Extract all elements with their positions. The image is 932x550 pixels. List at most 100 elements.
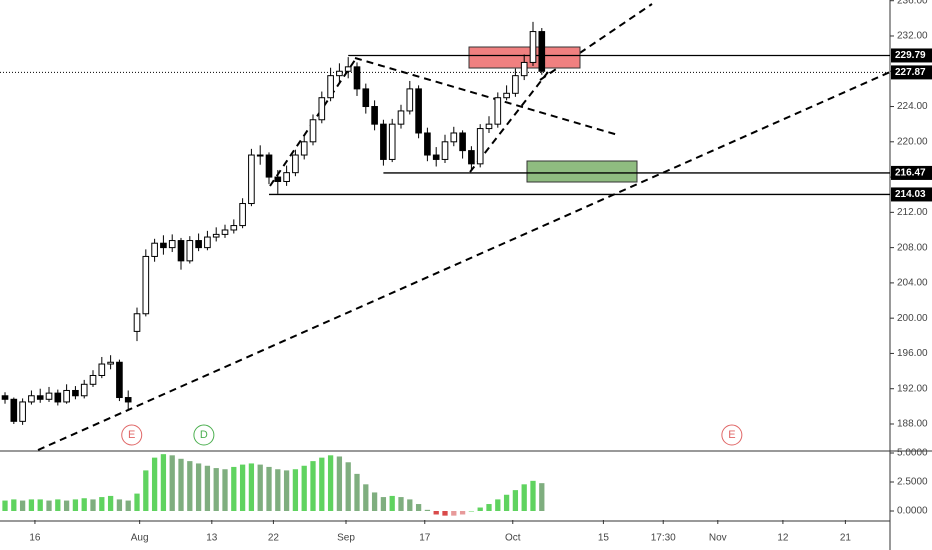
candle-body xyxy=(300,141,308,156)
candle-body xyxy=(177,240,185,262)
event-label: D xyxy=(200,429,208,441)
indicator-bar xyxy=(477,507,483,511)
candle-body xyxy=(98,363,106,376)
indicator-bar xyxy=(424,509,431,511)
indicator-bar xyxy=(28,499,35,511)
support-zone xyxy=(526,160,638,183)
indicator-bar xyxy=(380,497,387,511)
candle-body xyxy=(512,75,519,94)
candle-body xyxy=(265,154,273,178)
candle-body xyxy=(397,110,405,125)
candle-body xyxy=(204,236,211,249)
y-tick-label: 188.00 xyxy=(897,419,928,430)
candle-body xyxy=(168,240,176,249)
indicator-bar xyxy=(468,510,475,512)
indicator-bar xyxy=(389,495,395,511)
candle-body xyxy=(151,242,158,257)
indicator-bar xyxy=(169,455,175,511)
indicator-bar xyxy=(345,462,351,511)
candle-body xyxy=(19,401,26,422)
indicator-bar xyxy=(143,470,149,511)
candle-body xyxy=(494,97,502,125)
indicator-bar xyxy=(539,483,545,511)
indicator-bar xyxy=(116,499,123,511)
y2-tick-label: 5.0000 xyxy=(897,448,928,459)
indicator-bar xyxy=(266,466,272,511)
level-label: 227.87 xyxy=(895,67,926,78)
y-tick-label: 192.00 xyxy=(897,383,928,394)
candle-body xyxy=(344,66,352,72)
candle-body xyxy=(1,395,9,400)
candle-body xyxy=(54,392,62,403)
candle-body xyxy=(380,123,387,160)
level-tag xyxy=(891,65,932,80)
y2-tick-label: 2.5000 xyxy=(897,477,928,488)
x-tick-label: Nov xyxy=(709,533,727,544)
candle-body xyxy=(371,106,378,125)
indicator-bar xyxy=(415,504,422,511)
y-tick-label: 208.00 xyxy=(897,242,928,253)
indicator-bar xyxy=(2,500,8,511)
event-marker xyxy=(193,424,215,446)
indicator-bar xyxy=(37,499,43,511)
indicator-bar xyxy=(19,500,26,511)
y-tick-label: 224.00 xyxy=(897,101,928,112)
indicator-bar xyxy=(231,466,237,511)
y-tick-label: 220.00 xyxy=(897,136,928,147)
candle-body xyxy=(292,154,299,174)
indicator-bar xyxy=(283,470,290,511)
indicator-bar xyxy=(433,510,439,515)
candle-body xyxy=(441,141,449,160)
indicator-bar xyxy=(486,504,492,511)
indicator-bar xyxy=(46,500,52,511)
indicator-bar xyxy=(213,468,219,511)
indicator-bar xyxy=(530,480,536,511)
candle-body xyxy=(10,398,18,422)
candle-body xyxy=(28,395,35,403)
candle-body xyxy=(309,119,317,143)
x-tick-label: 17:30 xyxy=(651,533,676,544)
indicator-bar xyxy=(134,493,140,511)
indicator-bar xyxy=(495,499,501,511)
indicator-bar xyxy=(451,510,457,516)
candle-body xyxy=(186,240,194,262)
indicator-bar xyxy=(257,464,263,511)
indicator-bar xyxy=(319,457,325,511)
indicator-bar xyxy=(327,455,334,511)
indicator-bar xyxy=(310,461,316,511)
indicator-bar xyxy=(248,463,255,511)
indicator-bar xyxy=(275,469,281,511)
indicator-bar xyxy=(160,454,167,511)
indicator-bar xyxy=(503,494,510,511)
level-label: 216.47 xyxy=(895,168,926,179)
indicator-bar xyxy=(398,497,404,511)
candle-body xyxy=(415,88,422,134)
candle-body xyxy=(212,233,220,238)
x-tick-label: Sep xyxy=(337,533,355,544)
indicator-bar xyxy=(11,499,17,511)
indicator-bar xyxy=(222,469,228,511)
candle-body xyxy=(45,392,53,400)
candle-body xyxy=(529,31,537,63)
candle-body xyxy=(503,92,510,99)
trend-line xyxy=(354,57,619,136)
trend-line xyxy=(469,71,549,173)
candle-body xyxy=(388,123,396,160)
x-tick-label: 13 xyxy=(206,533,218,544)
indicator-bar xyxy=(195,463,202,511)
candle-body xyxy=(432,154,440,160)
indicator-bar xyxy=(187,461,193,511)
candle-body xyxy=(520,61,528,77)
y2-tick-label: 0.0000 xyxy=(897,506,928,517)
level-tag xyxy=(891,165,932,180)
indicator-bar xyxy=(459,510,466,515)
level-tag xyxy=(891,187,932,202)
indicator-bar xyxy=(442,510,448,516)
indicator-bar xyxy=(151,457,158,511)
x-tick-label: 22 xyxy=(268,533,280,544)
candle-body xyxy=(248,154,255,205)
indicator-bar xyxy=(90,499,96,511)
indicator-bar xyxy=(99,497,105,511)
